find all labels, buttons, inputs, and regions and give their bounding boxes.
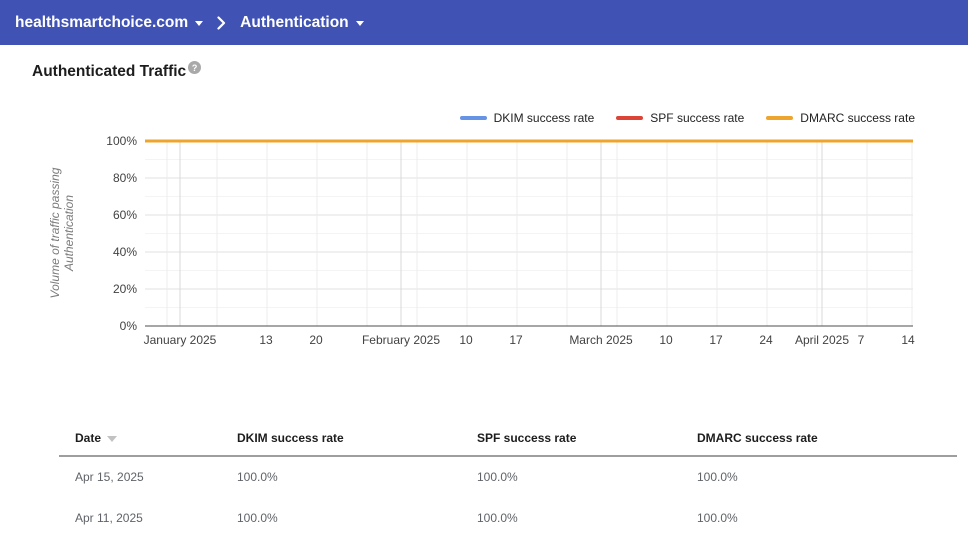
caret-down-icon bbox=[355, 21, 364, 26]
dmarc-line-swatch bbox=[766, 116, 794, 120]
domain-selector-label: healthsmartchoice.com bbox=[15, 13, 189, 31]
cell-dmarc: 100.0% bbox=[697, 510, 738, 525]
svg-text:80%: 80% bbox=[113, 171, 137, 185]
svg-text:February 2025: February 2025 bbox=[362, 333, 440, 347]
svg-text:24: 24 bbox=[759, 333, 773, 347]
svg-text:0%: 0% bbox=[120, 319, 138, 333]
legend-label-spf: SPF success rate bbox=[650, 111, 745, 125]
section-selector[interactable]: Authentication bbox=[240, 14, 364, 32]
cell-date: Apr 11, 2025 bbox=[75, 510, 143, 525]
authenticated-traffic-chart: DKIM success rate SPF success rate DMARC… bbox=[48, 111, 915, 347]
svg-text:April 2025: April 2025 bbox=[795, 333, 849, 347]
section-selector-label: Authentication bbox=[240, 13, 349, 31]
svg-text:100%: 100% bbox=[106, 134, 137, 148]
legend-item-dmarc: DMARC success rate bbox=[766, 111, 915, 125]
legend-label-dkim: DKIM success rate bbox=[493, 111, 595, 125]
sort-desc-icon bbox=[107, 436, 118, 442]
domain-selector[interactable]: healthsmartchoice.com bbox=[15, 13, 204, 32]
chevron-right-icon bbox=[217, 15, 226, 30]
legend-item-dkim: DKIM success rate bbox=[459, 111, 595, 125]
svg-text:March 2025: March 2025 bbox=[569, 333, 633, 347]
legend-label-dmarc: DMARC success rate bbox=[800, 111, 915, 125]
svg-text:17: 17 bbox=[509, 333, 523, 347]
spf-line-swatch bbox=[616, 116, 644, 120]
authentication-rates-table: Date DKIM success rate SPF success rate … bbox=[59, 421, 957, 538]
column-header-spf[interactable]: SPF success rate bbox=[477, 421, 697, 457]
legend-item-spf: SPF success rate bbox=[616, 111, 744, 125]
svg-text:60%: 60% bbox=[113, 208, 137, 222]
svg-text:13: 13 bbox=[259, 333, 273, 347]
svg-text:14: 14 bbox=[901, 333, 915, 347]
page-title-row: Authenticated Traffic ? bbox=[32, 61, 202, 81]
svg-text:10: 10 bbox=[659, 333, 673, 347]
svg-text:17: 17 bbox=[709, 333, 723, 347]
svg-text:10: 10 bbox=[459, 333, 473, 347]
column-header-dmarc[interactable]: DMARC success rate bbox=[697, 421, 957, 457]
cell-dmarc: 100.0% bbox=[697, 470, 738, 484]
cell-dkim: 100.0% bbox=[237, 510, 278, 525]
table-row: Apr 11, 2025 100.0% 100.0% 100.0% bbox=[59, 497, 957, 538]
page-title: Authenticated Traffic bbox=[32, 63, 187, 80]
chart-legend: DKIM success rate SPF success rate DMARC… bbox=[459, 111, 915, 125]
column-header-date[interactable]: Date bbox=[59, 421, 237, 457]
chart-plot-area: 100% 80% 60% 40% 20% 0% January 2025 13 20 Februa… bbox=[106, 134, 915, 347]
svg-text:40%: 40% bbox=[113, 245, 137, 259]
caret-down-icon bbox=[195, 21, 204, 26]
cell-date: Apr 15, 2025 bbox=[75, 470, 144, 484]
help-icon[interactable]: ? bbox=[188, 61, 202, 74]
top-navigation-bar: healthsmartchoice.com Authentication bbox=[0, 0, 968, 45]
cell-spf: 100.0% bbox=[477, 510, 518, 525]
column-header-dkim[interactable]: DKIM success rate bbox=[237, 421, 477, 457]
svg-text:7: 7 bbox=[858, 333, 865, 347]
svg-text:January 2025: January 2025 bbox=[144, 333, 217, 347]
cell-dkim: 100.0% bbox=[237, 470, 278, 484]
svg-text:20: 20 bbox=[309, 333, 323, 347]
dkim-line-swatch bbox=[459, 116, 487, 120]
svg-text:20%: 20% bbox=[113, 282, 137, 296]
cell-spf: 100.0% bbox=[477, 470, 518, 484]
table-header-row: Date DKIM success rate SPF success rate … bbox=[59, 421, 957, 457]
table-row: Apr 15, 2025 100.0% 100.0% 100.0% bbox=[59, 456, 957, 497]
